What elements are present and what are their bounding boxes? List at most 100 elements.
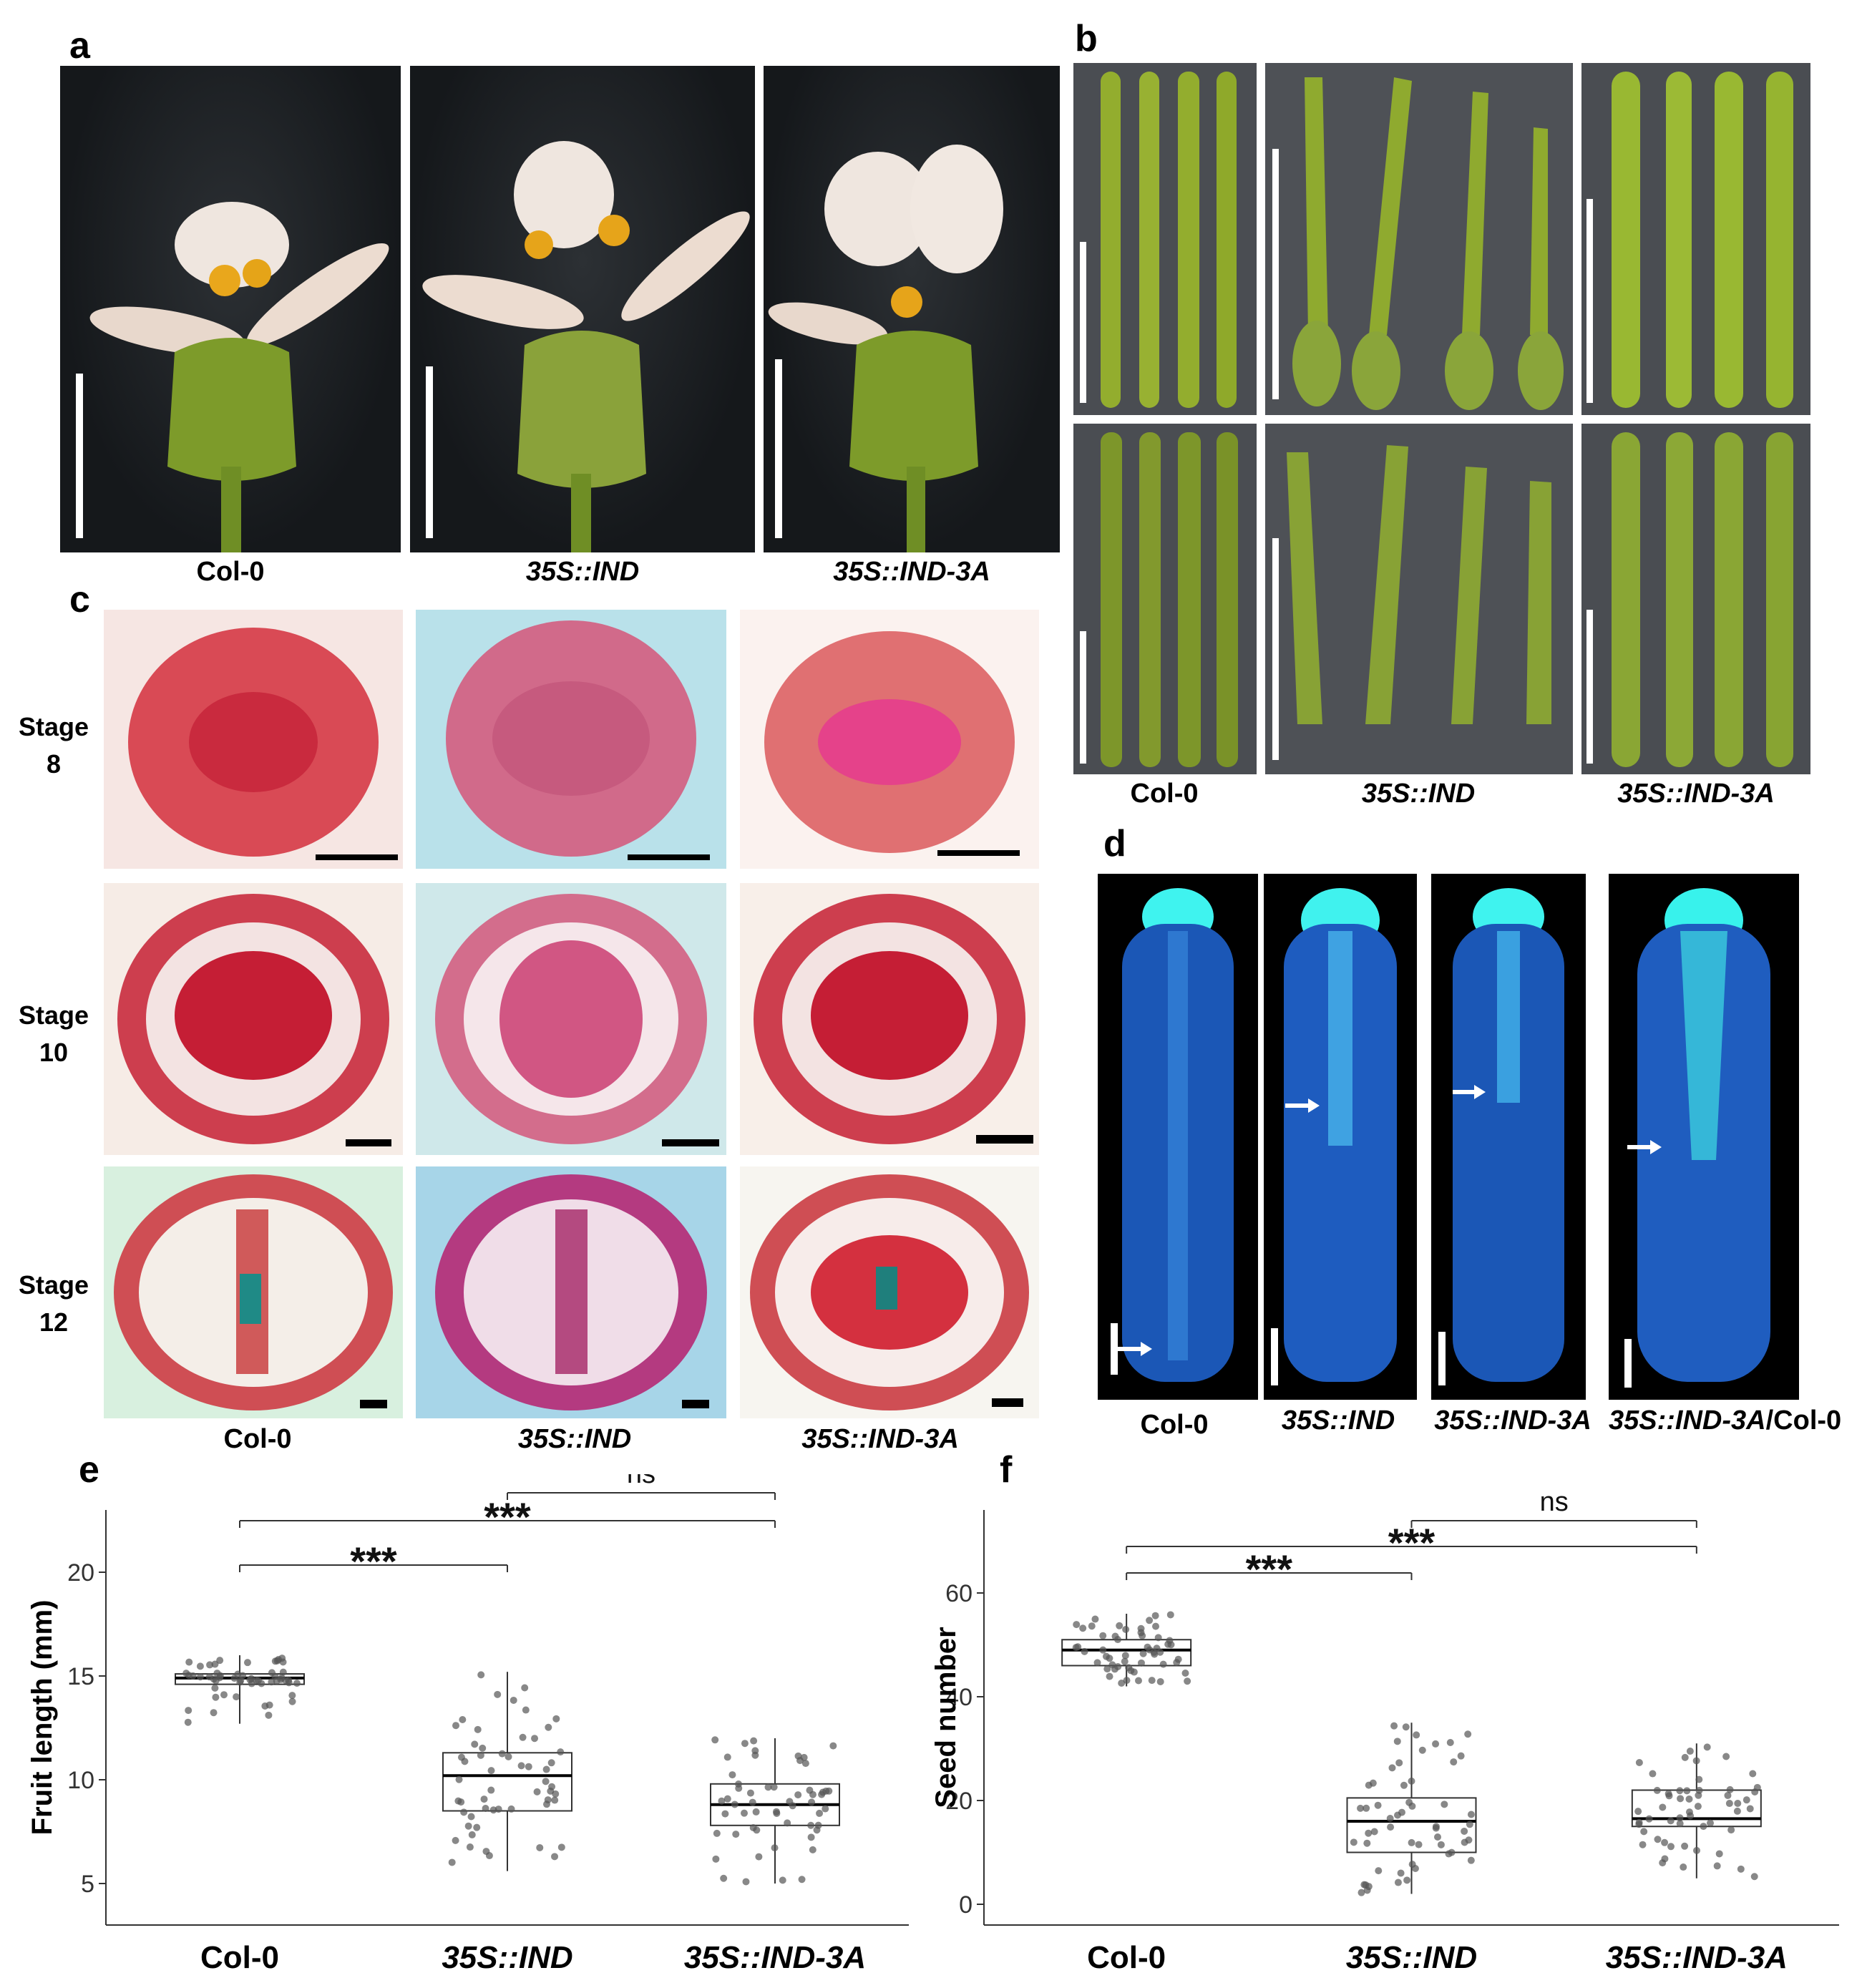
data-point [1405,1798,1413,1806]
panel-d-label: d [1103,823,1126,864]
data-point [819,1788,827,1796]
data-point [216,1657,224,1665]
section-stage12-35S-IND-3A [740,1166,1039,1418]
data-point [1727,1826,1735,1834]
data-point [1725,1800,1733,1808]
y-tick-label: 15 [67,1663,94,1690]
data-point [1677,1795,1685,1803]
panel-b-label-col0: Col-0 [1130,779,1199,809]
data-point [1734,1800,1742,1808]
stage-10-label: Stage 10 [0,997,107,1071]
pollen-tube-col0 [1098,874,1258,1400]
data-point [1102,1652,1110,1660]
data-point [1707,1819,1715,1827]
data-point [807,1833,815,1841]
data-point [1151,1612,1159,1619]
data-point [1640,1828,1648,1836]
data-point [1659,1803,1667,1811]
data-point [718,1797,726,1805]
data-point [479,1744,487,1752]
data-point [211,1660,219,1668]
data-point [494,1690,502,1698]
panel-f-label: f [1000,1449,1013,1491]
stage-word: Stage [18,1270,89,1300]
data-point [487,1767,495,1775]
data-point [1403,1876,1411,1884]
data-point [1387,1823,1395,1831]
data-point [1724,1791,1732,1799]
x-tick-label: Col-0 [200,1940,279,1975]
panel-d-label-cross: 35S::IND-3A/Col-0 [1609,1405,1859,1436]
data-point [1393,1738,1401,1745]
data-point [1433,1833,1441,1841]
flower-illustration [422,141,750,552]
data-point [455,1775,463,1783]
data-point [239,1672,247,1680]
data-point [1667,1843,1675,1851]
data-point [448,1858,456,1866]
data-point [1146,1617,1154,1624]
data-point [477,1751,484,1759]
data-point [789,1802,796,1810]
data-point [1397,1869,1405,1877]
data-point [521,1684,529,1692]
data-point [771,1844,779,1852]
data-point [468,1831,476,1838]
data-point [1357,1804,1365,1812]
data-point [1091,1615,1099,1623]
data-point [1390,1722,1398,1730]
data-point [1649,1770,1657,1778]
data-point [1123,1677,1131,1685]
data-point [749,1798,756,1806]
panel-c-label: c [69,579,90,620]
data-point [547,1759,555,1767]
data-point [1418,1746,1426,1754]
data-point [1634,1808,1642,1816]
data-point [829,1742,837,1750]
data-point [749,1824,757,1832]
y-tick-label: 40 [945,1684,973,1711]
data-point [1386,1814,1394,1822]
data-point [1395,1759,1403,1767]
data-point [741,1809,749,1817]
data-point [1139,1650,1147,1657]
significance-label: *** [350,1539,397,1584]
data-point [723,1795,731,1803]
flower-photo-35S-IND [410,66,755,552]
data-point [1159,1660,1167,1668]
flower-photo-col0 [60,66,401,552]
data-point [794,1791,802,1799]
data-point [806,1786,814,1794]
flower-illustration [76,202,389,552]
data-point [1394,1879,1402,1886]
panel-a-label: a [69,25,90,67]
data-point [1164,1640,1172,1648]
data-point [185,1658,193,1666]
data-point [544,1796,552,1804]
data-point [807,1821,815,1829]
data-point [1722,1753,1730,1760]
data-point [1448,1848,1456,1856]
data-point [1465,1836,1473,1844]
data-point [282,1677,290,1685]
stage-number: 8 [46,749,62,779]
panel-d-label-col0: Col-0 [1140,1410,1209,1440]
data-point [507,1805,515,1813]
data-point [750,1737,758,1745]
data-point [1154,1634,1162,1642]
data-point [288,1697,296,1705]
data-point [1703,1743,1711,1751]
data-point [233,1693,240,1701]
data-point [798,1876,806,1884]
data-point [1676,1820,1684,1828]
data-point [206,1661,214,1669]
panel-d-label-35S-IND: 35S::IND [1281,1405,1395,1436]
data-point [482,1848,490,1856]
data-point [1467,1856,1475,1864]
data-point [1635,1759,1643,1767]
data-point [1181,1669,1189,1677]
data-point [1106,1672,1113,1680]
panel-d-label-35S-IND-3A: 35S::IND-3A [1434,1405,1592,1436]
data-point [464,1822,472,1830]
data-point [1079,1624,1087,1632]
